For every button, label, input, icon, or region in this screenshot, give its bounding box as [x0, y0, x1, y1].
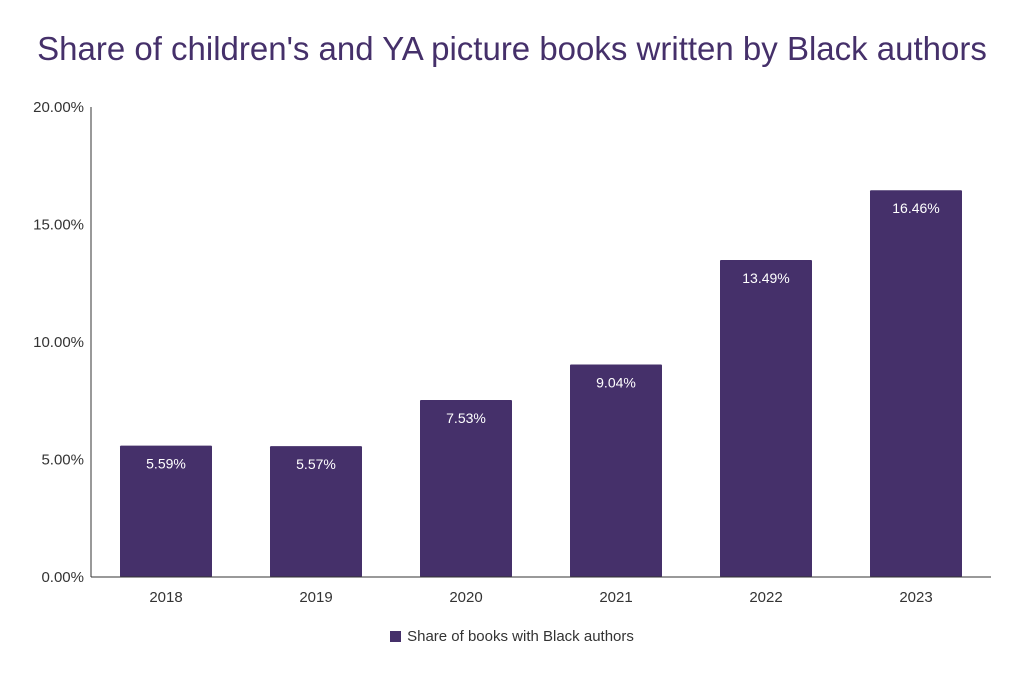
data-label: 5.59%: [146, 456, 186, 472]
x-tick-label: 2018: [149, 589, 182, 606]
y-tick-label: 5.00%: [41, 452, 84, 469]
bar: [120, 445, 212, 577]
bar: [570, 364, 662, 577]
data-label: 16.46%: [892, 200, 939, 216]
data-label: 13.49%: [742, 270, 789, 286]
x-tick-label: 2021: [599, 589, 632, 606]
bar: [270, 446, 362, 577]
legend-label: Share of books with Black authors: [407, 628, 634, 645]
legend-swatch: [390, 631, 402, 642]
chart-title: Share of children's and YA picture books…: [37, 30, 987, 67]
y-tick-label: 20.00%: [33, 99, 84, 116]
bar: [870, 190, 962, 577]
data-label: 5.57%: [296, 456, 336, 472]
bar: [420, 400, 512, 577]
x-tick-label: 2019: [299, 589, 332, 606]
y-tick-label: 10.00%: [33, 334, 84, 351]
x-tick-label: 2022: [749, 589, 782, 606]
x-tick-label: 2020: [449, 589, 482, 606]
x-tick-label: 2023: [899, 589, 932, 606]
y-tick-label: 15.00%: [33, 217, 84, 234]
bar: [720, 259, 812, 577]
y-tick-label: 0.00%: [41, 569, 84, 586]
legend: Share of books with Black authors: [0, 628, 1024, 645]
data-label: 7.53%: [446, 410, 486, 426]
data-label: 9.04%: [596, 375, 636, 391]
